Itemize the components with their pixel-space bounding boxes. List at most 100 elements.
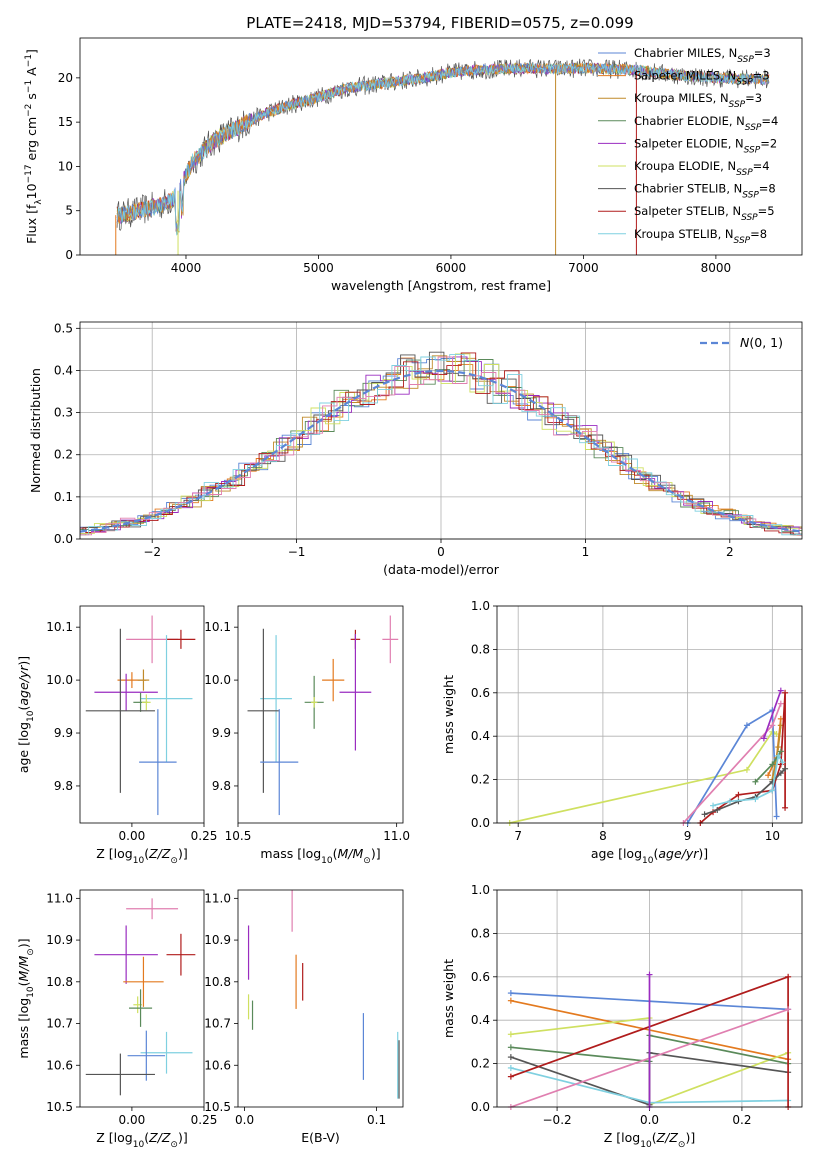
x-tick-label: 0.2 xyxy=(732,1113,751,1127)
y-tick-label: 10.6 xyxy=(204,1058,231,1072)
y-tick-label: 0.2 xyxy=(471,1057,490,1071)
y-axis-label: Normed distribution xyxy=(28,368,43,493)
x-tick-label: 6000 xyxy=(436,261,467,275)
y-tick-label: 9.8 xyxy=(212,779,231,793)
x-tick-label: 10.5 xyxy=(225,829,252,843)
x-axis-label: mass [log10(M/M⊙)] xyxy=(260,846,380,866)
y-tick-label: 0.8 xyxy=(471,642,490,656)
spectrum-panel: 4000 5000 6000 7000 8000 0 5 10 15 20 wavelength [… xyxy=(24,37,803,293)
y-tick-label: 0.0 xyxy=(471,1100,490,1114)
x-axis-label: Z [log10(Z/Z⊙)] xyxy=(96,846,187,866)
y-tick-label: 10.1 xyxy=(204,620,231,634)
residual-histogram-panel: −2 −1 0 1 2 0.0 0.1 0.2 0.3 0.4 0.5 (data-model)/er… xyxy=(28,321,803,577)
y-tick-label: 0.6 xyxy=(471,970,490,984)
legend-entry: Salpeter ELODIE, NSSP=2 xyxy=(634,136,777,155)
y-tick-label: 10.0 xyxy=(204,673,231,687)
x-tick-label: 0.0 xyxy=(640,1113,659,1127)
legend-entry: Chabrier MILES, NSSP=3 xyxy=(634,46,771,65)
y-tick-label: 10.9 xyxy=(204,933,231,947)
axes-frame xyxy=(79,605,205,824)
x-tick-label: 8 xyxy=(599,829,607,843)
y-tick-label: 0.8 xyxy=(471,926,490,940)
legend-entry: N(0, 1) xyxy=(740,335,783,350)
axes-frame xyxy=(237,605,404,824)
y-tick-label: 9.9 xyxy=(212,726,231,740)
axes-frame xyxy=(79,889,205,1108)
age-vs-mass-panel: 10.5 11.0 9.8 9.9 10.0 10.1 mass [log10(M/M⊙)] xyxy=(204,605,410,866)
y-tick-label: 0.1 xyxy=(54,490,73,504)
y-axis-label: mass weight xyxy=(441,959,456,1038)
mass-vs-extinction-panel: 0.0 0.1 10.5 10.6 10.7 10.8 10.9 11.0 E(B-V) xyxy=(204,889,404,1145)
x-tick-label: 8000 xyxy=(701,261,732,275)
age-vs-metallicity-panel: 0.00 0.25 9.8 9.9 10.0 10.1 Z [log10(Z/Z⊙)] age… xyxy=(16,605,217,866)
legend-entry: Chabrier ELODIE, NSSP=4 xyxy=(634,114,778,133)
y-tick-label: 0.0 xyxy=(54,532,73,546)
y-tick-label: 0.5 xyxy=(54,321,73,335)
x-tick-label: −2 xyxy=(143,545,161,559)
normal-curve xyxy=(80,369,802,533)
axes-frame xyxy=(237,889,404,1108)
y-tick-label: 10.1 xyxy=(46,620,73,634)
y-tick-label: 10.7 xyxy=(204,1017,231,1031)
weight-vs-metallicity-panel: −0.2 0.0 0.2 0.0 0.2 0.4 0.6 0.8 1.0 mass weight Z… xyxy=(441,883,803,1150)
x-tick-label: 0.0 xyxy=(235,1113,254,1127)
x-tick-label: −1 xyxy=(288,545,306,559)
y-tick-label: 10.7 xyxy=(46,1017,73,1031)
y-tick-label: 10.8 xyxy=(204,975,231,989)
x-tick-label: 5000 xyxy=(303,261,334,275)
weight-line-kroupa-elodie xyxy=(509,730,777,823)
x-axis-label: wavelength [Angstrom, rest frame] xyxy=(331,278,551,293)
x-tick-label: 1 xyxy=(582,545,590,559)
y-axis-label: mass [log10(M/M⊙)] xyxy=(16,938,36,1058)
y-tick-label: 0.4 xyxy=(54,363,73,377)
y-tick-label: 1.0 xyxy=(471,599,490,613)
x-axis-label: age [log10(age/yr)] xyxy=(591,846,708,866)
y-tick-label: 10.0 xyxy=(46,673,73,687)
x-tick-label: 11.0 xyxy=(383,829,410,843)
legend-entry: Kroupa ELODIE, NSSP=4 xyxy=(634,159,770,178)
axes-frame xyxy=(496,605,803,824)
y-tick-label: 1.0 xyxy=(471,883,490,897)
y-tick-label: 0.4 xyxy=(471,1013,490,1027)
x-axis-label: Z [log10(Z/Z⊙)] xyxy=(604,1130,695,1150)
y-tick-label: 20 xyxy=(58,71,73,85)
legend-entry: Kroupa MILES, NSSP=3 xyxy=(634,91,762,110)
spectrum-line-kroupa-stelib xyxy=(116,61,770,236)
y-tick-label: 10.6 xyxy=(46,1058,73,1072)
axes-frame xyxy=(79,321,803,540)
y-tick-label: 15 xyxy=(58,115,73,129)
x-tick-label: −0.2 xyxy=(543,1113,572,1127)
y-tick-label: 10.5 xyxy=(204,1100,231,1114)
y-tick-label: 10.8 xyxy=(46,975,73,989)
y-tick-label: 11.0 xyxy=(204,891,231,905)
weight-vs-age-panel: 7 8 9 10 0.0 0.2 0.4 0.6 0.8 1.0 mass weight age [l… xyxy=(441,599,803,866)
x-tick-label: 7000 xyxy=(568,261,599,275)
weight-line-salpeter-elodie xyxy=(763,690,782,739)
legend-entry: Salpeter MILES, NSSP=3 xyxy=(634,69,770,88)
x-tick-label: 4000 xyxy=(171,261,202,275)
y-axis-label: Flux [fλ10−17 erg cm−2 s−1 A−1] xyxy=(24,49,44,244)
figure-title: PLATE=2418, MJD=53794, FIBERID=0575, z=0… xyxy=(246,14,633,32)
legend-entry: Salpeter STELIB, NSSP=5 xyxy=(634,204,775,223)
y-tick-label: 0.4 xyxy=(471,729,490,743)
y-tick-label: 0 xyxy=(65,248,73,262)
axes-frame xyxy=(79,37,803,256)
y-tick-label: 0.2 xyxy=(54,448,73,462)
y-tick-label: 9.9 xyxy=(54,726,73,740)
legend-entry: Kroupa STELIB, NSSP=8 xyxy=(634,227,767,246)
y-tick-label: 0.0 xyxy=(471,816,490,830)
y-axis-label: mass weight xyxy=(441,675,456,754)
y-tick-label: 5 xyxy=(65,204,73,218)
weight-line-chabrier-miles xyxy=(686,708,778,823)
x-tick-label: 0.00 xyxy=(119,1113,146,1127)
x-axis-label: (data-model)/error xyxy=(383,562,500,577)
weight-line-kroupa-stelib xyxy=(712,753,784,807)
y-tick-label: 10 xyxy=(58,159,73,173)
y-tick-label: 0.6 xyxy=(471,686,490,700)
x-tick-label: 9 xyxy=(684,829,692,843)
axes-frame xyxy=(496,889,803,1108)
y-tick-label: 0.3 xyxy=(54,406,73,420)
mass-vs-metallicity-panel: 0.00 0.25 10.5 10.6 10.7 10.8 10.9 11.0 Z [log10… xyxy=(16,889,217,1150)
x-tick-label: 7 xyxy=(514,829,522,843)
